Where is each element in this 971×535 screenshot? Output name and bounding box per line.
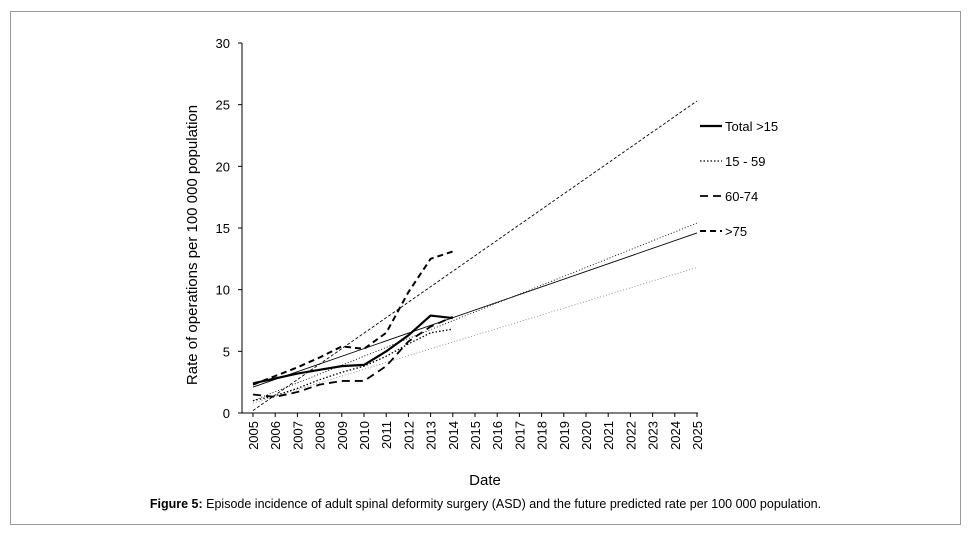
x-axis-title: Date (469, 472, 501, 489)
series-line-75 (252, 250, 454, 386)
x-tick-label: 2009 (335, 421, 350, 450)
series-line-total-15 (252, 314, 453, 385)
x-tick-label: 2016 (490, 421, 505, 450)
y-tick-label: 20 (216, 159, 230, 174)
x-tick-label: 2010 (357, 421, 372, 450)
trendline-15-59 (252, 267, 698, 404)
legend-label-60-74: 60-74 (725, 189, 758, 204)
legend-label-15-59: 15 - 59 (725, 154, 765, 169)
y-tick-label: 0 (223, 406, 230, 421)
legend-label-total-15: Total >15 (725, 119, 778, 134)
y-tick-label: 5 (223, 344, 230, 359)
x-tick-label: 2022 (623, 421, 638, 450)
x-tick-label: 2015 (468, 421, 483, 450)
x-tick-label: 2020 (579, 421, 594, 450)
caption-text: Episode incidence of adult spinal deform… (202, 497, 822, 511)
x-tick-label: 2013 (424, 421, 439, 450)
x-tick-label: 2007 (290, 421, 305, 450)
x-tick-label: 2006 (268, 421, 283, 450)
x-tick-label: 2018 (535, 421, 550, 450)
trendlines (252, 100, 698, 411)
y-tick-label: 15 (216, 221, 230, 236)
x-tick-label: 2014 (446, 421, 461, 450)
figure-frame (10, 11, 961, 525)
x-tick-label: 2024 (668, 421, 683, 450)
x-tick-label: 2017 (512, 421, 527, 450)
y-tick-label: 30 (216, 36, 230, 51)
series-lines (252, 250, 454, 402)
series-line-60-74 (252, 315, 454, 398)
series-line-15-59 (252, 328, 453, 402)
x-tick-label: 2008 (313, 421, 328, 450)
trendline-60-74 (252, 222, 698, 402)
x-tick-label: 2021 (601, 421, 616, 450)
x-tick-label: 2023 (646, 421, 661, 450)
y-tick-label: 10 (216, 283, 230, 298)
x-tick-label: 2005 (246, 421, 261, 450)
trendline-total-15 (252, 232, 698, 388)
figure-caption: Figure 5: Episode incidence of adult spi… (0, 497, 971, 511)
chart-legend: Total >15 15 - 59 60-74 >75 (700, 119, 778, 239)
legend-label-75: >75 (725, 224, 747, 239)
caption-label: Figure 5: (149, 497, 203, 511)
x-tick-label: 2019 (557, 421, 572, 450)
chart-axes (241, 43, 698, 414)
y-axis-title: Rate of operations per 100 000 populatio… (184, 105, 201, 385)
trendline-75 (252, 100, 698, 411)
x-tick-label: 2012 (401, 421, 416, 450)
x-tick-label: 2011 (379, 421, 394, 449)
y-tick-label: 25 (216, 98, 230, 113)
x-tick-label: 2025 (690, 421, 705, 450)
